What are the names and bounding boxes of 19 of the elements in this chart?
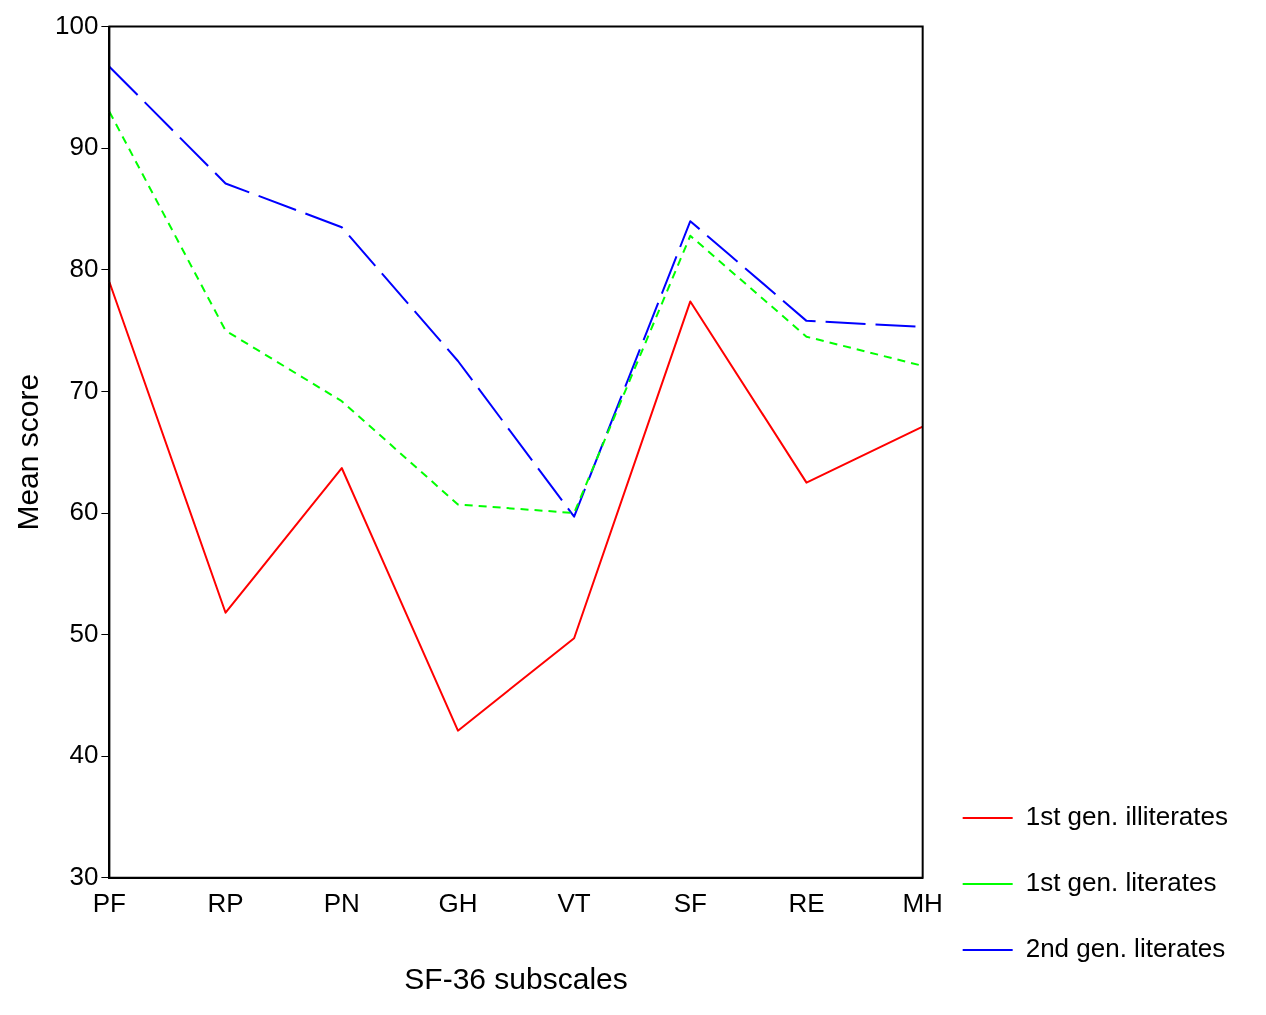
x-axis-title: SF-36 subscales [404,962,628,996]
x-tick-label: PN [323,887,360,918]
x-tick-label: SF [673,887,707,918]
x-tick-label: VT [557,887,591,918]
x-tick-label: MH [902,887,943,918]
legend-label: 2nd gen. literates [1025,933,1226,964]
x-tick-label: RE [788,887,825,918]
x-tick-label: GH [438,887,478,918]
y-tick-label: 50 [69,617,99,648]
y-tick-label: 90 [69,131,99,162]
y-tick-label: 60 [69,496,99,527]
legend-label: 1st gen. literates [1025,867,1217,898]
x-tick-label: RP [207,887,244,918]
y-tick-label: 70 [69,374,99,405]
y-tick-label: 40 [69,739,99,770]
legend-label: 1st gen. illiterates [1025,801,1228,832]
y-tick-label: 80 [69,252,99,283]
y-tick-label: 100 [54,9,99,40]
y-axis-title: Mean score [11,373,45,531]
